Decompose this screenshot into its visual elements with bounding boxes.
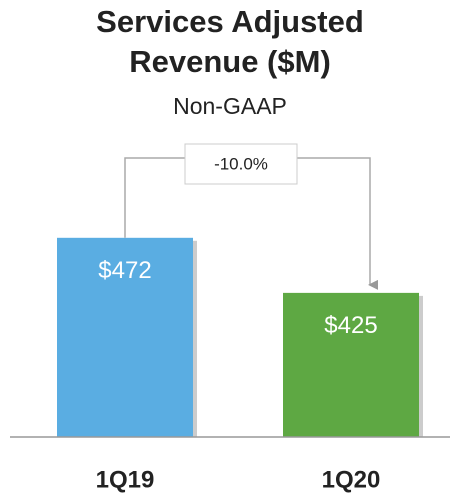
value-label: $425 [324,312,377,339]
value-label: $472 [98,257,151,284]
bar [283,292,419,437]
bar [57,237,193,437]
x-tick-label: 1Q19 [96,466,155,493]
chart-title: Services Adjusted Revenue ($M) [96,4,364,79]
x-tick-label: 1Q20 [322,466,381,493]
annotation-box [184,143,298,185]
annotation: -10.0% [214,154,268,173]
chart-subtitle: Non-GAAP [173,93,287,119]
